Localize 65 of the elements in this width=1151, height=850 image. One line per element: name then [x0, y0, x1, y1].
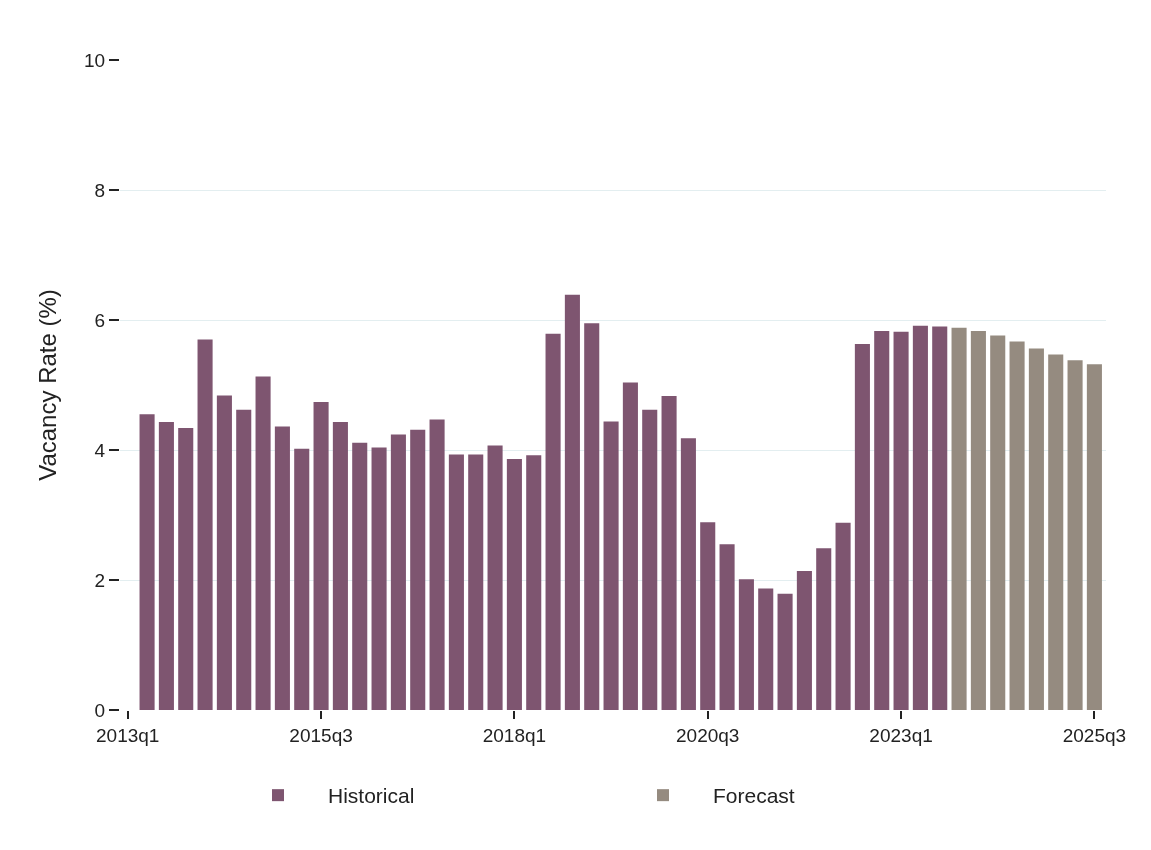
bar: [854, 344, 870, 710]
bar: [719, 544, 735, 710]
y-tick-label: 6: [94, 309, 106, 331]
x-tick-label: 2018q1: [482, 724, 547, 746]
bar: [236, 409, 252, 710]
bar: [564, 294, 580, 710]
bar: [371, 447, 387, 710]
x-tick-label: 2015q3: [289, 724, 353, 746]
legend-label: Forecast: [713, 784, 795, 808]
bar: [835, 522, 851, 710]
bar: [642, 409, 658, 710]
x-tick-label: 2020q3: [676, 724, 740, 746]
bar: [738, 579, 754, 710]
bar: [661, 396, 677, 710]
bar: [216, 395, 232, 710]
bar: [487, 445, 503, 710]
y-axis-title: Vacancy Rate (%): [34, 289, 62, 481]
bar: [1009, 341, 1025, 710]
bar: [429, 419, 445, 710]
bar: [352, 442, 368, 710]
x-tick-label: 2025q3: [1062, 724, 1127, 746]
bar: [1048, 354, 1064, 710]
bar: [313, 401, 329, 710]
bar: [622, 382, 638, 710]
bar: [680, 438, 696, 710]
bar: [970, 331, 986, 710]
bar: [410, 429, 426, 710]
bar: [951, 327, 967, 710]
x-tick-label: 2023q1: [869, 724, 933, 746]
y-tick-label: 4: [94, 439, 106, 461]
y-tick-label: 2: [94, 569, 106, 591]
bar: [294, 448, 310, 710]
bar: [874, 331, 890, 710]
y-tick-label: 8: [94, 179, 106, 201]
bar: [700, 522, 716, 710]
bar: [932, 326, 948, 710]
y-tick-label: 0: [94, 699, 106, 721]
y-tick-label: 10: [84, 49, 106, 71]
bar: [158, 422, 174, 710]
bar: [255, 376, 271, 710]
bar: [197, 339, 213, 710]
bar: [893, 331, 909, 710]
bar: [1028, 348, 1044, 710]
bar: [777, 593, 793, 710]
bar: [178, 427, 194, 710]
bar: [796, 570, 812, 710]
bar: [990, 335, 1006, 710]
bar: [1086, 364, 1102, 710]
bar: [912, 325, 928, 710]
bar: [545, 333, 561, 710]
x-tick-label: 2013q1: [96, 724, 160, 746]
bar: [332, 422, 348, 710]
bar: [448, 454, 464, 710]
bar: [468, 454, 484, 710]
bar: [390, 434, 406, 710]
bar: [274, 426, 290, 710]
bar: [506, 459, 522, 710]
bar: [526, 455, 542, 710]
bar: [816, 548, 832, 710]
bar: [758, 588, 774, 710]
bar: [1067, 360, 1083, 710]
legend-label: Historical: [328, 784, 415, 808]
bar: [603, 421, 619, 710]
bar: [584, 323, 600, 710]
bar: [139, 414, 155, 710]
